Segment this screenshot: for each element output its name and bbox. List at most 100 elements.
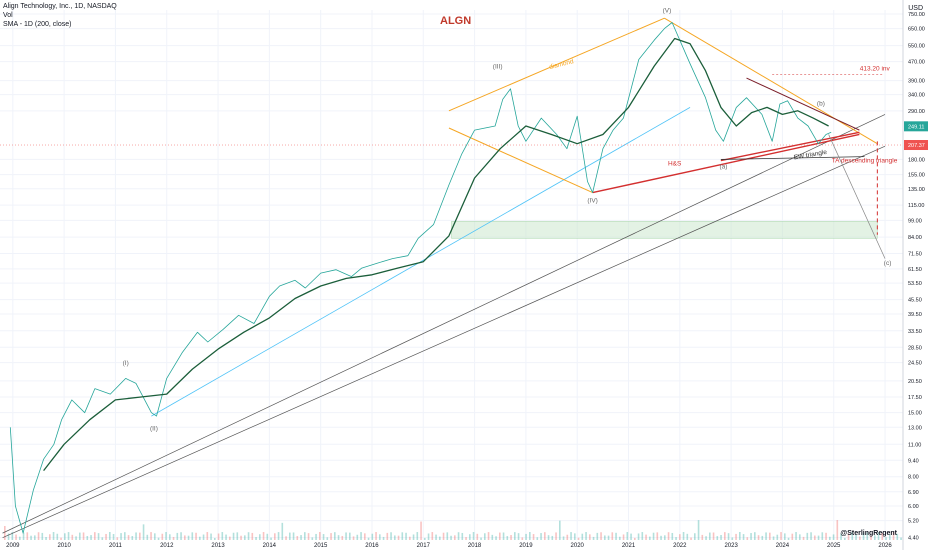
volume-bar (686, 533, 689, 540)
volume-bar (412, 534, 415, 540)
volume-bar (176, 532, 179, 540)
volume-bar (390, 532, 392, 540)
volume-bar (255, 537, 257, 540)
volume-bar (622, 534, 625, 540)
y-tick-label: 45.50 (908, 298, 922, 304)
volume-bar (105, 533, 107, 540)
volume-bar (221, 532, 224, 540)
volume-bar (832, 534, 835, 540)
volume-bar (461, 532, 464, 540)
volume-bar (34, 535, 36, 540)
volume-bar (731, 537, 734, 540)
volume-bar (19, 536, 21, 540)
volume-bar (270, 537, 272, 540)
volume-bar (199, 536, 201, 540)
annotation-label: (II) (150, 425, 158, 432)
volume-bar (266, 533, 269, 540)
y-tick-label: 15.00 (908, 411, 922, 417)
volume-bar (56, 533, 59, 540)
volume-bar (581, 533, 584, 540)
volume-bar (124, 532, 126, 540)
volume-bar (352, 536, 355, 540)
volume-bar (881, 532, 884, 540)
volume-bar (450, 535, 452, 540)
volume-bar (720, 535, 722, 540)
volume-bar (840, 533, 842, 540)
volume-bar (791, 533, 794, 540)
diamond-upper-right (664, 17, 878, 145)
y-tick-label: 207.37 (908, 143, 925, 149)
volume-bar (442, 532, 445, 540)
volume-bar (49, 534, 51, 540)
volume-bar (4, 526, 6, 540)
volume-bar (334, 532, 336, 540)
volume-bar (851, 532, 854, 540)
y-tick-label: 470.00 (908, 60, 925, 66)
volume-bar (892, 532, 895, 540)
volume-bar (439, 536, 441, 540)
volume-bar (457, 532, 460, 540)
volume-bar (626, 532, 629, 540)
volume-bar (22, 532, 25, 540)
volume-bar (596, 532, 599, 540)
volume-bar (52, 532, 55, 540)
volume-bar (611, 532, 614, 540)
volume-bar (161, 533, 164, 540)
volume-bar (315, 533, 317, 540)
volume-bar (784, 533, 786, 540)
volume-bar (799, 534, 801, 540)
volume-bar (232, 532, 235, 540)
volume-bar (322, 534, 325, 540)
y-tick-label: 9.40 (908, 458, 919, 464)
volume-bar (889, 534, 891, 540)
y-tick-label: 24.50 (908, 361, 922, 367)
volume-bars (4, 520, 902, 540)
volume-bar (555, 532, 557, 540)
y-tick-label: 135.00 (908, 187, 925, 193)
volume-bar (776, 534, 779, 540)
volume-bar (259, 534, 261, 540)
volume-bar (780, 532, 782, 540)
volume-bar (476, 533, 479, 540)
volume-bar (589, 534, 591, 540)
volume-bar (94, 532, 96, 540)
volume-bar (101, 537, 104, 540)
volume-bar (562, 536, 565, 540)
drawing-zones (451, 221, 878, 239)
volume-bar (75, 536, 77, 540)
volume-bar (165, 532, 167, 540)
volume-bar (836, 520, 839, 540)
volume-bar (90, 535, 92, 540)
currency-label[interactable]: USD (908, 5, 923, 12)
annotation-label: (III) (493, 63, 503, 70)
y-tick-label: 5.20 (908, 519, 919, 525)
x-tick-label: 2012 (160, 543, 174, 549)
x-tick-label: 2015 (314, 543, 328, 549)
volume-bar (41, 532, 44, 540)
volume-bar (829, 536, 831, 540)
y-tick-label: 650.00 (908, 27, 925, 33)
volume-bar (746, 537, 749, 540)
volume-bar (446, 532, 449, 540)
volume-bar (559, 520, 561, 540)
x-tick-label: 2021 (622, 543, 636, 549)
volume-bar (416, 532, 419, 540)
volume-bar (202, 534, 205, 540)
y-tick-label: 20.50 (908, 379, 922, 385)
descending-line (746, 77, 860, 131)
volume-bar (364, 533, 366, 540)
volume-bar (547, 535, 550, 540)
series (9, 22, 832, 534)
volume-bar (247, 532, 250, 540)
volume-bar (847, 533, 850, 540)
volume-bar (375, 532, 377, 540)
volume-bar (349, 532, 351, 540)
annotation-label: (b) (817, 101, 825, 108)
y-tick-label: 390.00 (908, 79, 925, 85)
volume-bar (142, 524, 145, 540)
volume-bar (405, 532, 407, 540)
volume-bar (120, 533, 122, 540)
legend-volume-line: Vol (3, 12, 13, 19)
volume-bar (244, 535, 246, 540)
volume-bar (502, 532, 505, 540)
